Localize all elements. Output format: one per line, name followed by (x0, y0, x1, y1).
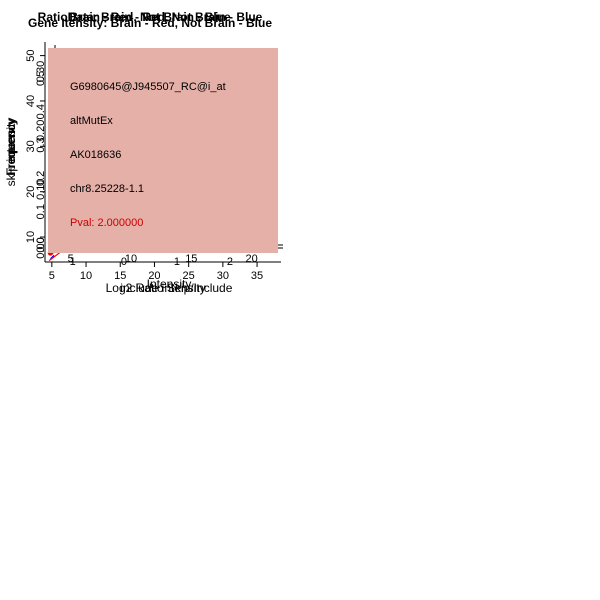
x-tick-label: 25 (183, 270, 195, 282)
x-tick-label: 5 (49, 270, 55, 282)
y-tick-label: 0.4 (35, 104, 47, 119)
x-tick-label: 20 (148, 270, 160, 282)
x-axis-label: include intensity (120, 281, 205, 295)
x-axis-label: Intensity (147, 277, 192, 291)
x-tick-label: 10 (125, 253, 137, 265)
y-tick-label: 0.5 (35, 71, 47, 86)
y-tick-label: 0.3 (35, 137, 47, 152)
x-axis-label: Log2 Ratio Skip/Include (106, 281, 233, 295)
y-tick-label: 20 (25, 186, 37, 198)
gene-intensity-histogram-title: Gene Itensity: Brain - Red, Not Brain - … (27, 16, 273, 30)
x-tick-label: 35 (251, 270, 263, 282)
ratio-histogram-title: RatioData: Brain - Red, Not Brain - Blue (37, 10, 263, 24)
x-tick-label: 20 (246, 253, 258, 265)
locus-text: chr8.25228-1.1 (70, 183, 144, 195)
y-tick-label: 0.20 (35, 120, 47, 141)
y-tick-label: 30 (25, 140, 37, 152)
y-tick-label: 0.30 (35, 61, 47, 82)
gene-info-panel: G6980645@J945507_RC@i_at altMutEx AK0186… (0, 0, 300, 300)
y-tick-label: 50 (25, 49, 37, 61)
y-tick-label: 40 (25, 95, 37, 107)
y-tick-label: 0.10 (35, 178, 47, 199)
x-tick-label: 30 (217, 270, 229, 282)
probe-id-text: G6980645@J945507_RC@i_at (70, 81, 226, 93)
y-axis-label: skip intensity (4, 118, 18, 187)
gene-info-box: G6980645@J945507_RC@i_at altMutEx AK0186… (48, 48, 278, 253)
y-tick-label: 10 (25, 231, 37, 243)
y-tick-label: 0.1 (35, 204, 47, 219)
intensity-scatter-title: Brain - Red, Not Brain - Blue (69, 10, 231, 24)
x-tick-label: 15 (114, 270, 126, 282)
event-type-text: altMutEx (70, 115, 113, 127)
x-tick-label: 15 (185, 253, 197, 265)
y-tick-label: 0.2 (35, 171, 47, 186)
pval-text: Pval: 2.000000 (70, 217, 144, 229)
accession-text: AK018636 (70, 149, 122, 161)
x-tick-label: 5 (68, 253, 74, 265)
y-tick-label: 0.00 (35, 237, 47, 258)
y-axis-label: Frequency (4, 119, 18, 176)
y-axis-label: Frequency (4, 118, 18, 175)
x-tick-label: 10 (80, 270, 92, 282)
y-tick-label: 0.0 (35, 237, 47, 252)
